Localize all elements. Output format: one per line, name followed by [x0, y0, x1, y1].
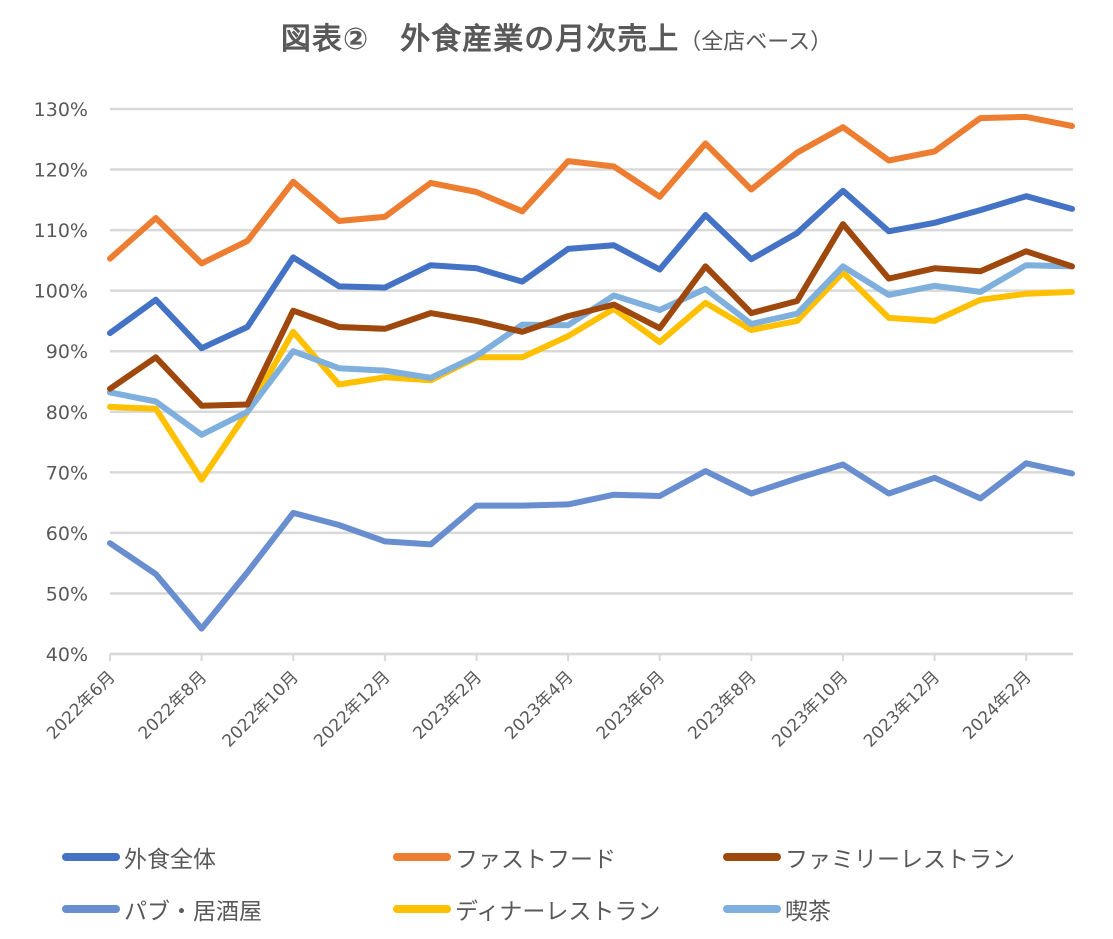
x-tick-label: 2023年10月 [768, 667, 852, 751]
x-tick-label: 2022年6月 [43, 667, 119, 743]
series-line-0 [107, 187, 1075, 352]
y-tick-label: 90% [46, 341, 88, 363]
series-line-2 [107, 221, 1075, 409]
series-line-3 [107, 460, 1075, 632]
y-tick-label: 40% [46, 644, 88, 666]
legend-swatch [723, 853, 781, 861]
x-tick-label: 2023年2月 [410, 667, 486, 743]
x-tick-label: 2022年10月 [219, 667, 303, 751]
legend-swatch [393, 853, 451, 861]
x-tick-label: 2023年8月 [684, 667, 760, 743]
legend-item: ファストフード [393, 840, 616, 874]
x-tick-label: 2022年12月 [310, 667, 394, 751]
x-tick-label: 2023年12月 [860, 667, 944, 751]
legend-label: パブ・居酒屋 [124, 899, 262, 925]
x-tick-label: 2023年4月 [501, 667, 577, 743]
chart-title-main: 図表② 外食産業の月次売上 [280, 22, 680, 57]
y-tick-label: 60% [46, 523, 88, 545]
chart-title: 図表② 外食産業の月次売上（全店ベース） [0, 14, 1113, 58]
gridlines [110, 107, 1073, 656]
y-tick-label: 80% [46, 402, 88, 424]
legend-item: ディナーレストラン [393, 892, 660, 926]
legend-label: ファミリーレストラン [785, 847, 1015, 873]
y-tick-label: 120% [34, 160, 88, 182]
legend-item: パブ・居酒屋 [62, 892, 262, 926]
legend-swatch [393, 905, 451, 913]
y-tick-label: 50% [46, 583, 88, 605]
legend-swatch [62, 853, 120, 861]
x-tick-label: 2024年2月 [959, 667, 1035, 743]
legend-swatch [62, 905, 120, 913]
legend-item: ファミリーレストラン [723, 840, 1015, 874]
y-tick-label: 70% [46, 462, 88, 484]
series-lines [107, 113, 1075, 632]
line-chart: 40% 50% 60% 70% 80% 90% 100% 110% 120% 130% 2022年… [34, 99, 1075, 751]
legend-item: 喫茶 [723, 892, 831, 926]
x-tick-label: 2023年6月 [593, 667, 669, 743]
series-line-4 [107, 269, 1075, 483]
legend-label: 外食全体 [124, 847, 216, 873]
chart-title-sub: （全店ベース） [679, 30, 833, 55]
legend: 外食全体 ファストフード ファミリーレストランパブ・居酒屋 ディナーレストラン 喫茶 [0, 832, 1113, 932]
y-axis-ticks: 40% 50% 60% 70% 80% 90% 100% 110% 120% 130% [34, 99, 88, 666]
y-tick-label: 130% [34, 99, 88, 121]
legend-label: ディナーレストラン [455, 899, 661, 925]
y-tick-label: 100% [34, 281, 88, 303]
series-line-1 [107, 113, 1075, 267]
legend-swatch [723, 905, 781, 913]
legend-item: 外食全体 [62, 840, 216, 874]
y-tick-label: 110% [34, 220, 88, 242]
x-axis: 2022年6月 2022年8月 2022年10月 2022年12月 2023年2月 202… [43, 652, 1073, 751]
legend-label: ファストフード [455, 847, 616, 873]
legend-label: 喫茶 [785, 899, 831, 925]
x-tick-label: 2022年8月 [135, 667, 211, 743]
